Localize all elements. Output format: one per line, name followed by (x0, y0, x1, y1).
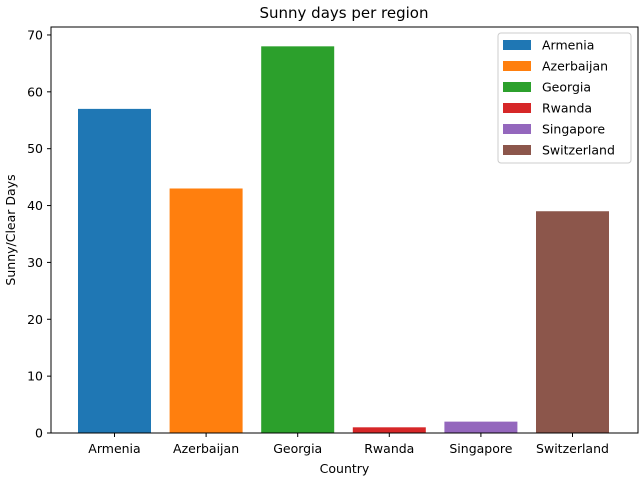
x-tick-label: Georgia (273, 441, 322, 456)
bar-rwanda (352, 427, 426, 433)
y-tick-label: 50 (27, 141, 43, 156)
legend-swatch (503, 82, 531, 92)
x-axis-label: Country (320, 461, 370, 476)
y-tick-label: 60 (27, 84, 43, 99)
legend-swatch (503, 61, 531, 71)
bar-singapore (444, 421, 518, 433)
bars-group (78, 46, 609, 433)
bar-georgia (261, 46, 335, 433)
y-tick-label: 70 (27, 27, 43, 42)
x-axis-ticks: Armenia Azerbaijan Georgia Rwanda Singapore S… (88, 433, 609, 456)
x-tick-label: Azerbaijan (173, 441, 239, 456)
legend-label: Azerbaijan (542, 59, 608, 74)
x-tick-label: Switzerland (536, 441, 609, 456)
legend: Armenia Azerbaijan Georgia Rwanda Singapore S… (497, 32, 632, 164)
legend-label: Georgia (542, 80, 591, 95)
y-tick-label: 10 (27, 369, 43, 384)
legend-swatch (503, 124, 531, 134)
legend-label: Rwanda (542, 101, 592, 116)
x-tick-label: Rwanda (364, 441, 414, 456)
legend-label: Switzerland (542, 143, 615, 158)
y-tick-label: 40 (27, 198, 43, 213)
x-tick-label: Singapore (449, 441, 512, 456)
chart-title: Sunny days per region (260, 4, 429, 22)
legend-swatch (503, 40, 531, 50)
y-axis-label: Sunny/Clear Days (3, 174, 18, 285)
y-tick-label: 30 (27, 255, 43, 270)
legend-swatch (503, 145, 531, 155)
plot-frame (50, 26, 639, 434)
y-tick-label: 0 (35, 426, 43, 441)
legend-swatch (503, 103, 531, 113)
legend-label: Singapore (542, 122, 605, 137)
y-axis-ticks: 0 10 20 30 40 50 60 70 (27, 27, 51, 441)
bar-azerbaijan (169, 188, 243, 433)
legend-label: Armenia (542, 38, 594, 53)
legend-box (497, 32, 632, 164)
bar-switzerland (536, 211, 609, 433)
bar-armenia (78, 108, 151, 433)
y-tick-label: 20 (27, 312, 43, 327)
x-tick-label: Armenia (88, 441, 140, 456)
